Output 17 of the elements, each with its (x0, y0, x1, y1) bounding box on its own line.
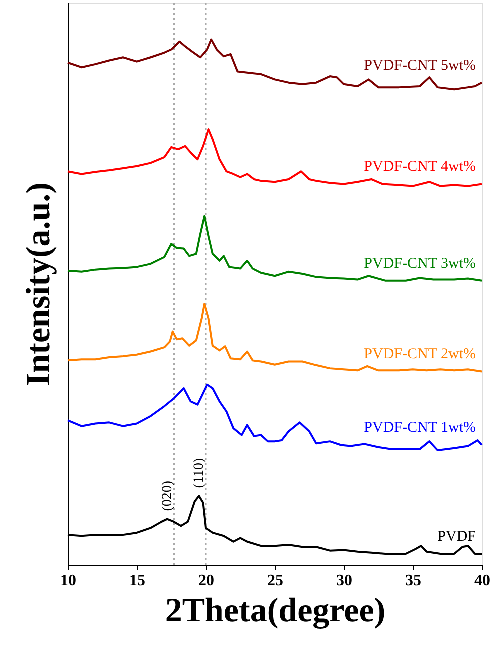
series-label: PVDF-CNT 4wt% (364, 159, 476, 176)
series-label: PVDF-CNT 5wt% (364, 58, 476, 74)
x-tick-label: 10 (60, 572, 76, 590)
x-axis-title: 2Theta(degree) (165, 592, 386, 630)
annotation: (110) (192, 458, 208, 488)
x-tick-label: 40 (474, 572, 490, 590)
x-tick-label: 20 (198, 572, 214, 590)
series-label: PVDF-CNT 3wt% (364, 256, 476, 272)
x-tick-label: 25 (268, 572, 284, 590)
x-tick-label: 15 (130, 572, 146, 590)
y-axis-title: Intensity(a.u.) (20, 182, 58, 387)
series-label: PVDF-CNT 2wt% (364, 346, 476, 363)
annotation: (020) (160, 480, 176, 512)
series-label: PVDF-CNT 1wt% (364, 420, 476, 436)
x-tick-label: 35 (406, 572, 422, 590)
series-label: PVDF (438, 528, 476, 545)
x-tick-label: 30 (336, 572, 352, 590)
